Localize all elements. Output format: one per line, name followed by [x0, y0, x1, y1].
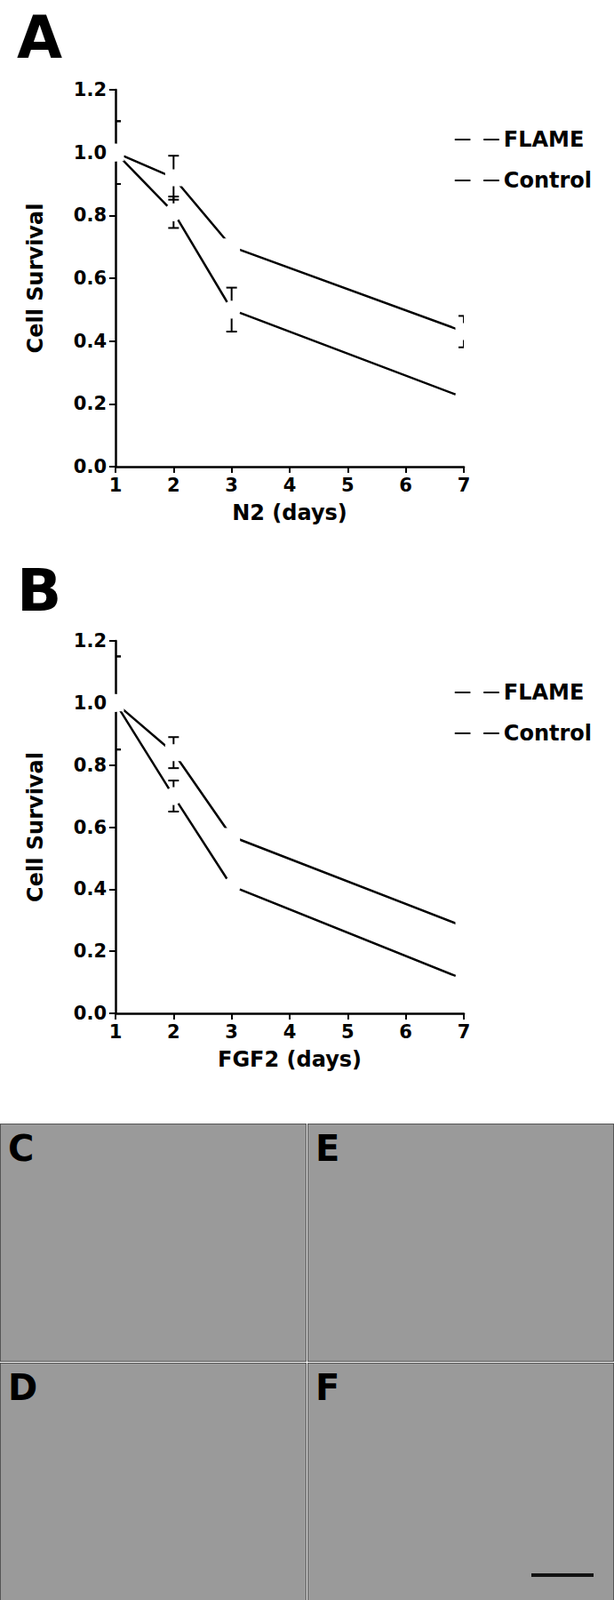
html-text:C: C — [7, 1127, 35, 1169]
svg-text:FLAME: FLAME — [503, 679, 585, 705]
svg-text:A: A — [16, 3, 63, 72]
svg-text:0.2: 0.2 — [73, 940, 107, 962]
svg-text:Cell Survival: Cell Survival — [23, 203, 48, 354]
svg-text:0.6: 0.6 — [73, 816, 107, 838]
svg-text:0.4: 0.4 — [73, 877, 107, 900]
html-text:D: D — [7, 1366, 38, 1408]
svg-text:N2 (days): N2 (days) — [231, 500, 348, 526]
svg-text:1.2: 1.2 — [73, 629, 107, 652]
svg-text:4: 4 — [283, 474, 297, 496]
svg-text:3: 3 — [224, 474, 239, 496]
svg-text:0.2: 0.2 — [73, 392, 107, 415]
svg-text:Control: Control — [503, 720, 592, 746]
svg-text:Cell Survival: Cell Survival — [23, 751, 48, 902]
svg-text:5: 5 — [341, 474, 355, 496]
svg-text:3: 3 — [224, 1020, 239, 1043]
svg-text:Control: Control — [503, 167, 592, 193]
svg-text:2: 2 — [167, 474, 181, 496]
svg-text:0.0: 0.0 — [73, 1002, 107, 1024]
svg-text:1.0: 1.0 — [73, 692, 107, 714]
html-text:F: F — [315, 1366, 340, 1408]
svg-text:0.8: 0.8 — [73, 754, 107, 776]
svg-text:4: 4 — [283, 1020, 297, 1043]
svg-text:0.0: 0.0 — [73, 455, 107, 478]
svg-text:0.8: 0.8 — [73, 204, 107, 226]
svg-text:0.6: 0.6 — [73, 267, 107, 289]
html-text:E: E — [315, 1127, 340, 1169]
svg-text:FGF2 (days): FGF2 (days) — [217, 1046, 362, 1072]
svg-text:5: 5 — [341, 1020, 355, 1043]
svg-text:1: 1 — [109, 474, 123, 496]
svg-text:0.4: 0.4 — [73, 330, 107, 352]
svg-text:1.2: 1.2 — [73, 79, 107, 101]
svg-text:1.0: 1.0 — [73, 142, 107, 164]
svg-text:B: B — [16, 556, 62, 625]
svg-text:2: 2 — [167, 1020, 181, 1043]
svg-text:6: 6 — [398, 474, 413, 496]
svg-text:1: 1 — [109, 1020, 123, 1043]
svg-text:FLAME: FLAME — [503, 127, 585, 152]
svg-text:7: 7 — [457, 474, 471, 496]
svg-text:6: 6 — [398, 1020, 413, 1043]
svg-text:7: 7 — [457, 1020, 471, 1043]
